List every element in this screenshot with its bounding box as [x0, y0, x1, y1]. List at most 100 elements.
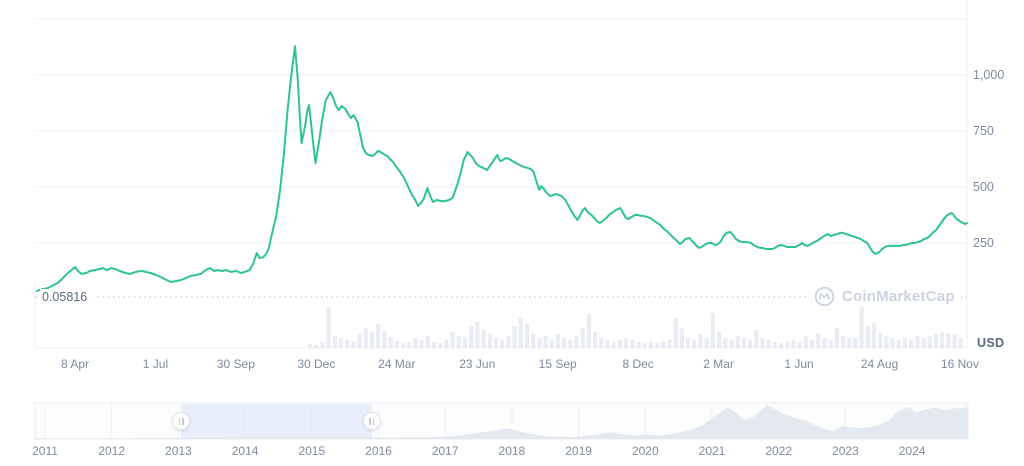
year-tick-label: 2022 — [765, 444, 793, 458]
volume-bar — [909, 340, 914, 348]
coinmarketcap-watermark: CoinMarketCap — [808, 286, 961, 307]
volume-bar — [376, 324, 381, 348]
y-tick-label: 1,000 — [973, 68, 1005, 82]
volume-bar — [760, 338, 765, 348]
volume-bar — [320, 342, 325, 348]
volume-bar — [518, 318, 523, 348]
volume-bar — [748, 340, 753, 348]
volume-bar — [493, 338, 499, 348]
volume-bar — [834, 328, 839, 348]
volume-bar — [562, 338, 567, 348]
volume-bar — [580, 328, 585, 348]
coinmarketcap-logo-icon — [814, 286, 835, 307]
volume-bar — [636, 342, 641, 348]
volume-bar — [828, 340, 833, 348]
volume-bar — [568, 340, 573, 348]
volume-bar — [785, 342, 790, 348]
volume-bar — [766, 340, 771, 348]
year-tick-label: 2023 — [832, 444, 859, 458]
year-tick-label: 2024 — [898, 444, 926, 458]
year-tick-label: 2013 — [165, 444, 192, 458]
volume-bar — [723, 338, 728, 348]
volume-bar — [921, 338, 926, 348]
volume-bar — [444, 340, 449, 348]
volume-bar — [710, 313, 715, 348]
x-tick-label: 16 Nov — [940, 357, 979, 371]
volume-bar — [902, 338, 908, 348]
volume-bar — [450, 332, 455, 348]
volume-bar — [803, 336, 808, 348]
volume-bar — [332, 336, 337, 348]
volume-bar — [741, 338, 746, 348]
volume-bar — [487, 334, 492, 348]
volume-bar — [704, 338, 709, 348]
x-tick-label: 30 Sep — [216, 357, 255, 371]
volume-bar — [481, 330, 486, 348]
volume-bar — [667, 340, 672, 348]
navigator-handle-right[interactable] — [362, 412, 381, 430]
volume-bar — [537, 338, 542, 348]
volume-bar — [822, 338, 827, 348]
volume-bar — [425, 336, 430, 348]
drag-handle-icon — [182, 417, 184, 425]
volume-bar — [865, 326, 870, 348]
y-tick-label: 500 — [973, 180, 994, 194]
volume-bar — [692, 340, 697, 348]
navigator-handle-left[interactable] — [172, 412, 191, 430]
volume-bar — [896, 340, 901, 348]
volume-bar — [388, 337, 393, 348]
volume-bar — [952, 334, 957, 348]
volume-bar — [456, 336, 461, 348]
baseline-price-label: 0.05816 — [40, 289, 95, 305]
volume-bar — [859, 303, 864, 348]
volume-bar — [555, 334, 561, 348]
year-tick-label: 2017 — [431, 444, 459, 458]
x-tick-label: 8 Dec — [622, 357, 654, 371]
year-tick-label: 2012 — [98, 444, 126, 458]
volume-bar — [927, 336, 932, 348]
volume-bar — [655, 343, 660, 348]
volume-bar — [617, 340, 622, 348]
currency-label: USD — [977, 336, 1005, 350]
volume-bar — [419, 340, 424, 348]
volume-bar — [884, 336, 889, 348]
price-line-series — [35, 45, 968, 292]
volume-bar — [946, 333, 951, 348]
volume-bar — [624, 338, 629, 348]
volume-bar — [400, 343, 406, 348]
volume-bar — [772, 342, 777, 348]
x-tick-label: 1 Jul — [142, 357, 169, 371]
volume-bar — [599, 338, 604, 348]
volume-bar — [717, 332, 722, 348]
volume-bar — [382, 331, 387, 348]
x-tick-label: 15 Sep — [538, 357, 577, 371]
year-tick-label: 2020 — [631, 444, 659, 458]
volume-bar — [933, 334, 939, 348]
x-tick-label: 8 Apr — [60, 357, 90, 371]
year-tick-label: 2011 — [32, 444, 58, 458]
navigator-selection-window[interactable] — [181, 404, 372, 438]
volume-bar — [797, 342, 802, 348]
year-tick-label: 2016 — [365, 444, 392, 458]
volume-bar — [326, 307, 331, 348]
volume-bar — [611, 342, 616, 348]
volume-bar — [673, 318, 678, 348]
volume-bar — [524, 324, 530, 348]
year-tick-label: 2018 — [498, 444, 526, 458]
volume-bar — [958, 338, 963, 348]
volume-bar — [363, 328, 368, 348]
year-tick-label: 2014 — [231, 444, 259, 458]
volume-bar — [841, 336, 846, 348]
volume-bar — [679, 328, 684, 348]
x-tick-label: 24 Aug — [860, 357, 899, 371]
volume-bar — [462, 338, 468, 348]
volume-bar — [438, 343, 443, 348]
volume-bar — [407, 342, 412, 348]
volume-bar — [506, 336, 511, 348]
drag-handle-icon — [178, 417, 181, 425]
volume-bar — [729, 340, 734, 348]
volume-bar — [369, 332, 375, 348]
volume-bar — [779, 343, 784, 348]
volume-bar — [810, 340, 815, 348]
